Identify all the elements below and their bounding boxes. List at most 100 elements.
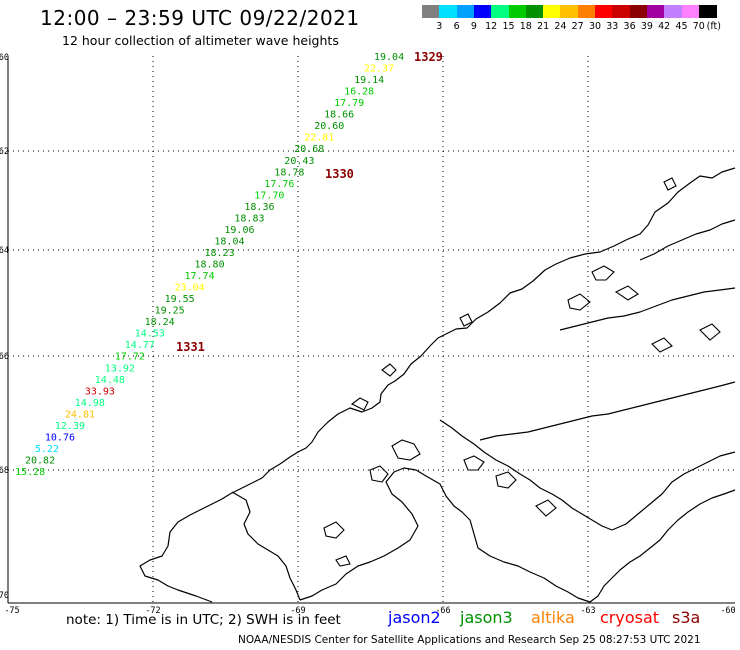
- peninsula-mainland-coast: [139, 167, 736, 603]
- satellite-label-jason3: jason3: [460, 608, 513, 627]
- orbit-number-label: 1329: [414, 50, 443, 64]
- legend-swatch: [560, 5, 579, 18]
- graticule: [8, 56, 735, 603]
- legend-swatch: [698, 5, 717, 18]
- island: [699, 323, 721, 341]
- legend-label: 15: [502, 21, 515, 32]
- island: [651, 337, 673, 353]
- lat-tick-label: -70: [0, 591, 9, 601]
- legend-swatch: [595, 5, 613, 18]
- island: [663, 177, 677, 191]
- altimeter-track: 19.0422.3719.1416.2817.7918.6620.6022.81…: [15, 50, 443, 478]
- legend-label: 12: [485, 21, 498, 32]
- legend-label: 27: [571, 21, 584, 32]
- swh-value-label: 19.06: [224, 225, 254, 236]
- swh-value-label: 15.28: [15, 467, 45, 478]
- swh-value-label: 19.55: [165, 294, 195, 305]
- coast-east-4: [479, 381, 736, 441]
- coast-east-1: [589, 489, 736, 603]
- legend-swatch: [646, 5, 665, 18]
- island: [495, 471, 517, 489]
- swh-value-label: 18.83: [234, 213, 264, 224]
- swh-value-label: 18.66: [324, 110, 354, 121]
- legend-swatch: [681, 5, 700, 18]
- islands: [323, 177, 721, 567]
- swh-value-label: 13.92: [105, 363, 135, 374]
- legend-swatch: [664, 5, 682, 18]
- lat-tick-label: -68: [0, 466, 9, 476]
- swh-value-label: 18.24: [145, 317, 175, 328]
- swh-value-label: 5.22: [35, 444, 59, 455]
- island: [350, 397, 369, 411]
- swh-value-label: 18.78: [274, 167, 304, 178]
- legend-label: 9: [470, 21, 477, 32]
- swh-value-label: 17.72: [115, 352, 145, 363]
- swh-value-label: 33.93: [85, 386, 115, 397]
- swh-value-label: 18.23: [205, 248, 235, 259]
- swh-value-label: 12.39: [55, 421, 85, 432]
- credit-line: NOAA/NESDIS Center for Satellite Applica…: [238, 634, 701, 646]
- legend-label: 3: [436, 21, 443, 32]
- swh-value-label: 20.68: [294, 144, 324, 155]
- legend-label: 6: [453, 21, 460, 32]
- legend-label: 24: [554, 21, 567, 32]
- swh-value-label: 14.48: [95, 375, 125, 386]
- coast-east-5: [559, 287, 736, 331]
- lat-tick-label: -60: [0, 53, 9, 63]
- swh-value-label: 19.14: [354, 75, 384, 86]
- lon-tick-label: -69: [290, 606, 305, 616]
- page-subtitle: 12 hour collection of altimeter wave hei…: [62, 33, 339, 48]
- swh-value-label: 19.04: [374, 52, 404, 63]
- latitude-tick-labels: -60 -62 -64 -66 -68 -70: [0, 53, 9, 601]
- coast-inner-1: [231, 491, 301, 601]
- swh-value-label: 17.74: [185, 271, 215, 282]
- island: [391, 439, 421, 461]
- island: [463, 455, 485, 471]
- legend-label: 18: [519, 21, 532, 32]
- swh-value-label: 14.98: [75, 398, 105, 409]
- swh-value-label: 20.43: [284, 156, 314, 167]
- orbit-number-label: 1331: [176, 340, 205, 354]
- swh-value-label: 10.76: [45, 432, 75, 443]
- lon-tick-label: -60: [720, 606, 735, 616]
- longitude-tick-labels: -75 -72 -69 -66 -63 -60: [4, 606, 735, 616]
- swh-value-label: 16.28: [344, 87, 374, 98]
- coastline: [139, 167, 736, 603]
- swh-value-label: 17.76: [264, 179, 294, 190]
- island: [614, 285, 639, 301]
- island: [369, 465, 389, 483]
- swh-value-label: 14.77: [125, 340, 155, 351]
- swh-value-label: 23.04: [175, 283, 205, 294]
- swh-value-label: 18.80: [195, 260, 225, 271]
- legend-swatch: [439, 5, 458, 18]
- legend-swatch: [629, 5, 648, 18]
- legend-swatch: [473, 5, 492, 18]
- lon-tick-label: -66: [435, 606, 450, 616]
- legend-label: 30: [588, 21, 602, 32]
- legend-swatch: [612, 5, 631, 18]
- coast-east-2: [439, 419, 613, 531]
- lon-tick-label: -75: [4, 606, 19, 616]
- swh-value-label: 20.60: [314, 121, 344, 132]
- legend-swatch: [491, 5, 509, 18]
- satellite-label-altika: altika: [531, 608, 575, 627]
- footnote: note: 1) Time is in UTC; 2) SWH is in fe…: [66, 612, 341, 628]
- island: [335, 555, 351, 567]
- satellite-label-s3a: s3a: [672, 608, 701, 627]
- lat-tick-label: -66: [0, 352, 9, 362]
- island: [459, 313, 473, 327]
- swh-value-label: 18.04: [214, 236, 244, 247]
- page-title: 12:00 – 23:59 UTC 09/22/2021: [40, 6, 360, 30]
- lon-tick-label: -63: [580, 606, 595, 616]
- island: [323, 521, 345, 539]
- swh-value-label: 14.53: [135, 329, 165, 340]
- legend-label: 70: [692, 21, 705, 32]
- swh-value-label: 22.37: [364, 64, 394, 75]
- legend-swatch: [577, 5, 596, 18]
- swh-value-label: 17.70: [254, 190, 284, 201]
- island: [567, 293, 591, 311]
- legend-label: 21: [537, 21, 550, 32]
- lat-tick-label: -62: [0, 147, 9, 157]
- swh-value-label: 19.25: [155, 306, 185, 317]
